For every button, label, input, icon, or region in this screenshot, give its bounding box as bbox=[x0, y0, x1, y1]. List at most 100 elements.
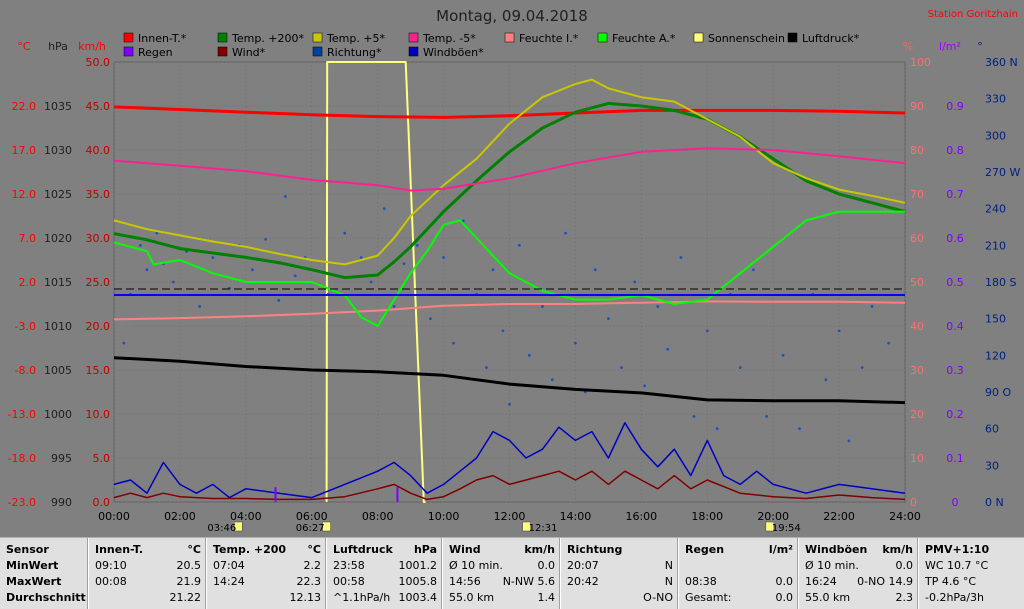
event-marker-icon bbox=[522, 521, 531, 532]
series-richtung-point bbox=[781, 353, 785, 357]
series-richtung-point bbox=[415, 243, 419, 247]
temp-tick: 7.0 bbox=[19, 232, 37, 245]
legend-swatch bbox=[312, 46, 323, 57]
stats-time: 07:04 bbox=[213, 559, 245, 572]
stats-column-unit: km/h bbox=[882, 543, 913, 556]
legend-item: Wind* bbox=[217, 46, 266, 59]
time-tick: 10:00 bbox=[428, 510, 460, 523]
time-tick: 08:00 bbox=[362, 510, 394, 523]
event-marker-icon bbox=[234, 521, 243, 532]
temp-tick: -13.0 bbox=[8, 408, 36, 421]
series-richtung-point bbox=[751, 268, 755, 272]
stats-value: 0.0 bbox=[895, 559, 914, 572]
legend-swatch bbox=[123, 46, 134, 57]
series-richtung-point bbox=[293, 274, 297, 278]
stats-value: 0.0 bbox=[775, 591, 794, 604]
series-richtung-point bbox=[870, 305, 874, 308]
series-richtung-point bbox=[369, 280, 373, 284]
series-richtung-point bbox=[643, 384, 647, 388]
series-richtung-point bbox=[837, 329, 841, 333]
series-richtung-point bbox=[574, 341, 577, 345]
stats-time: 00:08 bbox=[95, 575, 127, 588]
dir-tick: 90 O bbox=[985, 386, 1011, 399]
series-richtung-point bbox=[122, 341, 126, 345]
stats-value: 21.22 bbox=[169, 591, 202, 604]
temp-tick: -3.0 bbox=[15, 320, 36, 333]
rain-tick: 0.4 bbox=[946, 320, 964, 333]
stats-column-title: Regen bbox=[685, 543, 725, 556]
series-richtung-point bbox=[501, 329, 505, 333]
pct-tick: 70 bbox=[910, 188, 924, 201]
legend-label: Temp. +5* bbox=[326, 32, 386, 45]
event-marker-icon bbox=[765, 521, 775, 532]
series-richtung-point bbox=[798, 427, 801, 431]
stats-time: Ø 10 min. bbox=[449, 559, 503, 572]
series-wind-line bbox=[113, 470, 906, 501]
stats-table: Sensor MinWert MaxWert Durchschnitt Innen-T.… bbox=[0, 537, 1024, 609]
series-richtung-point bbox=[606, 317, 610, 321]
stats-time: 55.0 km bbox=[805, 591, 851, 604]
stats-column: Innen-T. °C 09:10 20.5 00:08 21.9 21.22 bbox=[88, 538, 207, 609]
rain-tick: 0.6 bbox=[946, 232, 964, 245]
stats-time: 23:58 bbox=[333, 559, 365, 572]
stats-time: -0.2hPa/3h bbox=[925, 591, 984, 604]
stats-column-unit: °C bbox=[307, 543, 321, 556]
pct-tick: 0 bbox=[910, 496, 917, 509]
series-richtung-point bbox=[656, 305, 660, 308]
stats-column: Wind km/h Ø 10 min. 0.0 14:56 N-NW 5.6 55.0 km… bbox=[442, 538, 561, 609]
hpa-tick: 1025 bbox=[44, 188, 72, 201]
series-richtung-point bbox=[283, 195, 287, 198]
legend-label: Wind* bbox=[232, 46, 266, 59]
time-tick: 22:00 bbox=[823, 510, 855, 523]
legend-swatch bbox=[787, 32, 798, 43]
stats-time: 09:10 bbox=[95, 559, 127, 572]
temp-tick: 12.0 bbox=[12, 188, 37, 201]
series-richtung-point bbox=[527, 353, 531, 357]
stats-value: 1.4 bbox=[537, 591, 556, 604]
stats-time: 20:42 bbox=[567, 575, 599, 588]
rain-tick: 0 bbox=[952, 496, 959, 509]
pct-tick: 50 bbox=[910, 276, 924, 289]
series-richtung-point bbox=[824, 378, 828, 382]
event-time-label: 19:54 bbox=[772, 523, 801, 534]
stats-column-title: Innen-T. bbox=[95, 543, 144, 556]
stats-column-unit: km/h bbox=[524, 543, 555, 556]
stats-time: 20:07 bbox=[567, 559, 599, 572]
event-time-label: 12:31 bbox=[529, 523, 558, 534]
stats-label-column: Sensor MinWert MaxWert Durchschnitt bbox=[0, 538, 88, 609]
stats-value: 12.13 bbox=[289, 591, 322, 604]
stats-time: 14:24 bbox=[213, 575, 245, 588]
pct-tick: 20 bbox=[910, 408, 924, 421]
hpa-tick: 1020 bbox=[44, 232, 72, 245]
series-richtung-point bbox=[620, 366, 623, 369]
legend-swatch bbox=[693, 32, 704, 43]
stats-value: 21.9 bbox=[176, 575, 202, 588]
series-richtung-point bbox=[517, 243, 521, 247]
time-tick: 20:00 bbox=[757, 510, 789, 523]
series-richtung-point bbox=[382, 207, 386, 211]
dir-tick: 60 bbox=[985, 423, 999, 436]
rain-tick: 0.7 bbox=[946, 188, 964, 201]
legend-label: Regen bbox=[138, 46, 173, 59]
legend-item: Temp. +5* bbox=[312, 32, 386, 45]
series-richtung-point bbox=[633, 280, 637, 284]
stats-column: Windböen km/h Ø 10 min. 0.0 16:24 0-NO 14.9 55… bbox=[798, 538, 919, 609]
legend-item: Temp. -5* bbox=[408, 32, 476, 45]
legend-label: Innen-T.* bbox=[138, 32, 187, 45]
legend-label: Feuchte A.* bbox=[612, 32, 676, 45]
time-tick: 18:00 bbox=[691, 510, 723, 523]
time-tick: 16:00 bbox=[625, 510, 657, 523]
stats-column-title: PMV+1:10 bbox=[925, 543, 990, 556]
time-tick: 24:00 bbox=[889, 510, 921, 523]
dir-tick: 120 bbox=[985, 349, 1006, 362]
hpa-tick: 1015 bbox=[44, 276, 72, 289]
time-tick: 00:00 bbox=[98, 510, 130, 523]
pct-tick: 100 bbox=[910, 56, 931, 69]
dir-tick: 360 N bbox=[985, 56, 1018, 69]
stats-value: 20.5 bbox=[176, 559, 202, 572]
series-innen-t-line bbox=[113, 105, 906, 119]
legend-item: Luftdruck* bbox=[787, 32, 860, 45]
rain-tick: 0.2 bbox=[946, 408, 964, 421]
series-richtung-point bbox=[765, 415, 768, 418]
stats-column-title: Wind bbox=[449, 543, 481, 556]
